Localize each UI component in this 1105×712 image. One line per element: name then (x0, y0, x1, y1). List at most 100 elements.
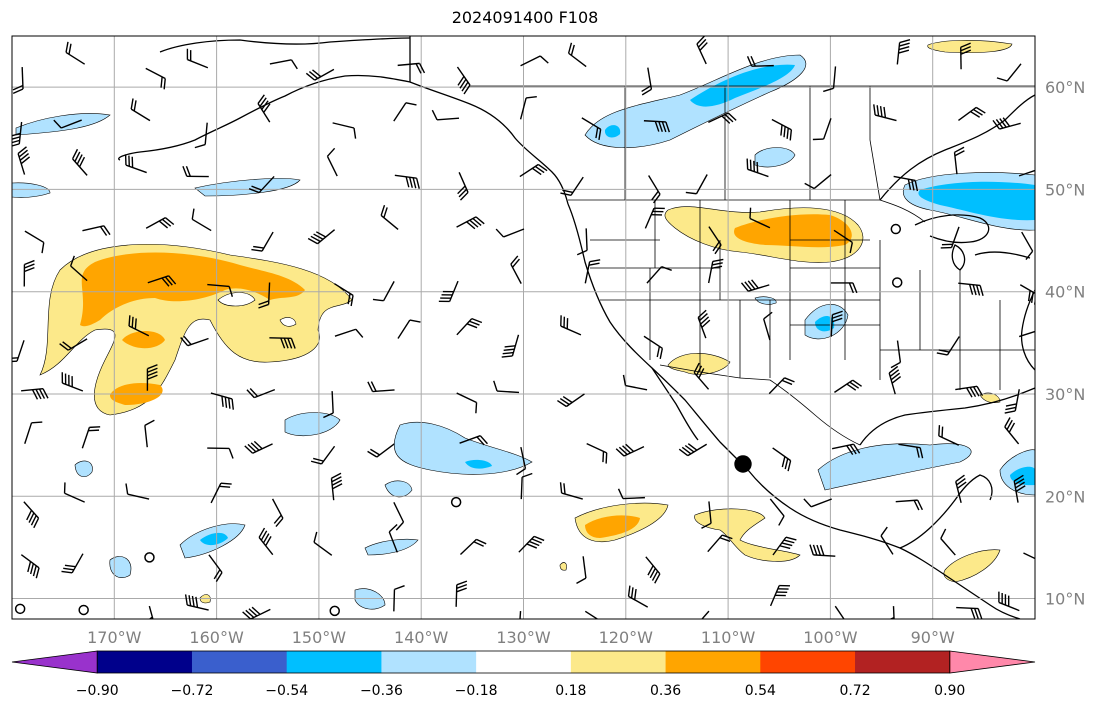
wind-barb (627, 585, 649, 608)
wind-barb (367, 381, 395, 393)
wind-barb (63, 482, 85, 503)
colorbar: −0.90 −0.72 −0.54 −0.36 −0.18 0.18 0.36 0.54 0.7… (11, 650, 1036, 699)
wind-barb (124, 154, 147, 174)
wind-barb (803, 498, 832, 508)
colorbar-segment (97, 651, 193, 673)
wind-barb (258, 527, 274, 556)
lon-tick-label: 160°W (189, 628, 244, 647)
wind-barb (12, 67, 24, 95)
wind-barb (953, 146, 965, 175)
coastline-baja (651, 367, 699, 441)
field-blob-positive (734, 214, 852, 248)
colorbar-tick-label: 0.54 (745, 683, 776, 699)
wind-barb (125, 483, 150, 500)
wind-barb (305, 68, 335, 81)
lon-tick-label: 100°W (803, 628, 858, 647)
colorbar-tick-label: −0.90 (76, 683, 119, 699)
lat-tick-label: 30°N (1045, 385, 1085, 404)
wind-barb (307, 229, 336, 245)
wind-barb (888, 365, 902, 395)
wind-barb (332, 122, 357, 139)
wind-barb (431, 109, 460, 121)
lon-tick-label: 170°W (87, 628, 142, 647)
wind-barb (708, 112, 737, 124)
wind-barb (768, 377, 795, 395)
field-blob-negative (200, 532, 228, 546)
coastline-alaska (118, 36, 411, 161)
wind-barb (641, 67, 653, 96)
wind-barb (459, 435, 488, 446)
wind-barb (397, 62, 426, 74)
field-blob-negative (194, 178, 301, 197)
wind-barb (518, 535, 545, 553)
wind-barb (456, 216, 485, 230)
wind-barb (313, 531, 333, 556)
wind-barb (622, 374, 648, 391)
colorbar-extend-low (11, 650, 98, 674)
wind-barb (61, 372, 84, 392)
wind-barb (191, 208, 212, 232)
wind-barb (242, 606, 271, 619)
wind-barb (812, 118, 832, 141)
wind-barb (81, 426, 101, 449)
wind-barb (685, 174, 708, 195)
field-blob-negative (754, 147, 796, 168)
wind-barb (12, 340, 25, 363)
wind-barb (763, 311, 773, 341)
wind-barb (82, 225, 111, 236)
wind-barb (393, 502, 405, 531)
longitude-tick-labels: 170°W 160°W 150°W 140°W 130°W 120°W 110°W 100°W… (87, 628, 955, 647)
wind-barb (896, 38, 911, 65)
field-blob-negative (817, 443, 972, 491)
border-us-mexico (659, 364, 861, 446)
wind-barb (893, 175, 919, 192)
wind-barb (771, 118, 793, 141)
colorbar-extend-high (949, 650, 1036, 674)
wind-barb (310, 445, 336, 465)
wind-barb (14, 603, 26, 615)
wind-barb (251, 231, 274, 252)
colorbar-tick-label: −0.54 (265, 683, 308, 699)
lon-tick-label: 140°W (394, 628, 449, 647)
wind-barb (21, 387, 49, 400)
wind-barb (194, 122, 208, 149)
wind-barbs (12, 36, 1035, 619)
colorbar-segment (570, 651, 667, 673)
wind-barb (495, 228, 525, 238)
colorbar-segment (191, 651, 288, 673)
wind-barb (182, 165, 209, 178)
wind-barb (890, 340, 902, 369)
lat-tick-label: 40°N (1045, 283, 1085, 302)
field-blob-positive (279, 317, 297, 327)
wind-barb (519, 95, 537, 120)
wind-barb (78, 604, 89, 616)
wind-barb (560, 315, 582, 336)
wind-barb (834, 379, 862, 393)
wind-barb (520, 472, 533, 500)
colorbar-tick-label: 0.72 (839, 683, 870, 699)
wind-barb (393, 585, 405, 612)
wind-barb (707, 258, 724, 284)
coastline-hudson (879, 94, 1035, 201)
wind-barb (898, 443, 924, 459)
wind-barb (889, 606, 895, 619)
colorbar-tick-label: −0.72 (171, 683, 214, 699)
wind-barb (1023, 552, 1035, 560)
wind-barb (24, 421, 43, 444)
colorbar-segment (476, 651, 572, 673)
wind-barb (830, 282, 858, 294)
wind-barb (804, 173, 832, 190)
wind-barb (520, 55, 549, 67)
wind-barb (128, 315, 150, 337)
wind-barb (559, 482, 583, 500)
field-blob-positive (694, 508, 801, 562)
wind-barb (459, 538, 487, 556)
wind-barb (208, 554, 223, 583)
wind-barb (456, 317, 483, 336)
wind-barb (940, 226, 960, 249)
great-lakes (914, 214, 990, 244)
colorbar-segment (760, 651, 856, 673)
field-blob-negative (604, 125, 621, 138)
great-lakes (974, 251, 1031, 259)
